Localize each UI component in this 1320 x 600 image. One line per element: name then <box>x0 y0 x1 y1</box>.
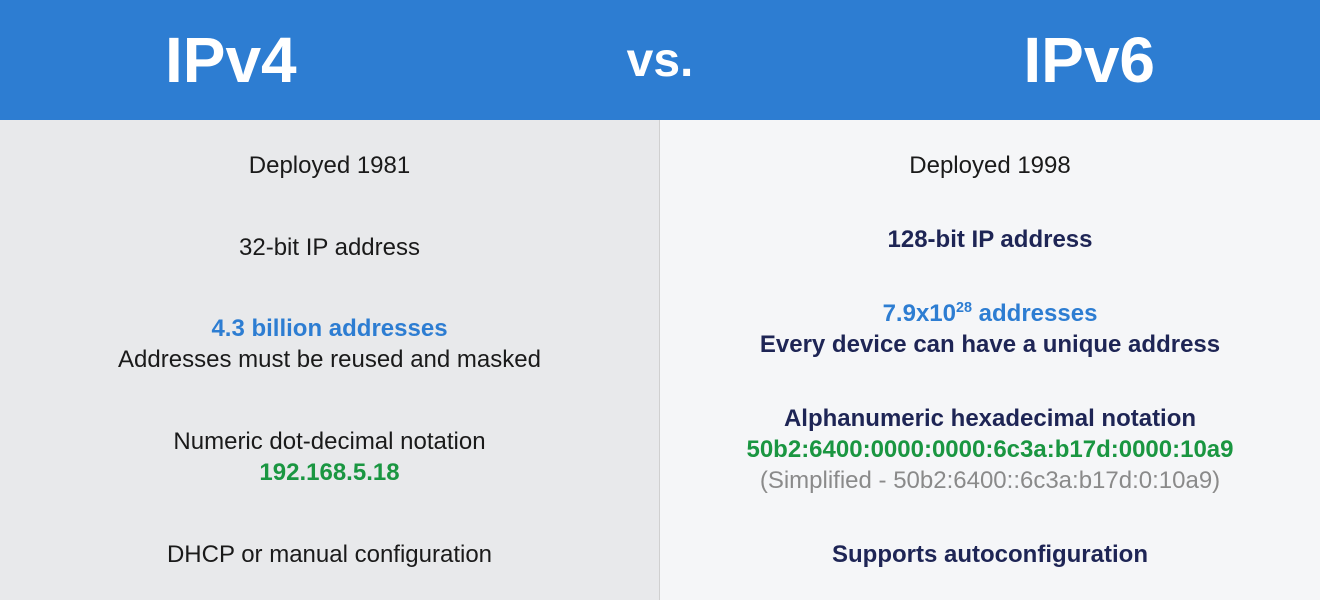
vs-text: vs. <box>627 33 694 88</box>
ipv4-bits: 32-bit IP address <box>20 232 639 263</box>
ipv6-column: Deployed 1998 128-bit IP address 7.9x102… <box>660 120 1320 600</box>
ipv6-address-note: Every device can have a unique address <box>680 329 1300 360</box>
ipv6-title: IPv6 <box>1023 23 1155 97</box>
ipv4-column: Deployed 1981 32-bit IP address 4.3 bill… <box>0 120 660 600</box>
ipv6-deployed: Deployed 1998 <box>680 150 1300 181</box>
ipv6-address-count: 7.9x1028 addresses <box>680 298 1300 329</box>
ipv4-notation-label: Numeric dot-decimal notation <box>20 426 639 457</box>
comparison-header: IPv4 vs. IPv6 <box>0 0 1320 120</box>
ipv4-config: DHCP or manual configuration <box>20 539 639 570</box>
ipv4-deployed: Deployed 1981 <box>20 150 639 181</box>
ipv6-notation-example: 50b2:6400:0000:0000:6c3a:b17d:0000:10a9 <box>680 434 1300 465</box>
ipv4-address-note: Addresses must be reused and masked <box>20 344 639 375</box>
ipv6-notation-simplified: (Simplified - 50b2:6400::6c3a:b17d:0:10a… <box>680 465 1300 496</box>
ipv4-address-count: 4.3 billion addresses <box>20 313 639 344</box>
comparison-content: Deployed 1981 32-bit IP address 4.3 bill… <box>0 120 1320 600</box>
ipv4-notation-example: 192.168.5.18 <box>20 457 639 488</box>
ipv4-addresses: 4.3 billion addresses Addresses must be … <box>20 313 639 375</box>
ipv6-notation: Alphanumeric hexadecimal notation 50b2:6… <box>680 403 1300 497</box>
ipv4-title: IPv4 <box>165 23 297 97</box>
ipv6-bits: 128-bit IP address <box>680 224 1300 255</box>
ipv6-config: Supports autoconfiguration <box>680 539 1300 570</box>
ipv6-notation-label: Alphanumeric hexadecimal notation <box>680 403 1300 434</box>
ipv6-addresses: 7.9x1028 addresses Every device can have… <box>680 298 1300 360</box>
ipv4-notation: Numeric dot-decimal notation 192.168.5.1… <box>20 426 639 488</box>
